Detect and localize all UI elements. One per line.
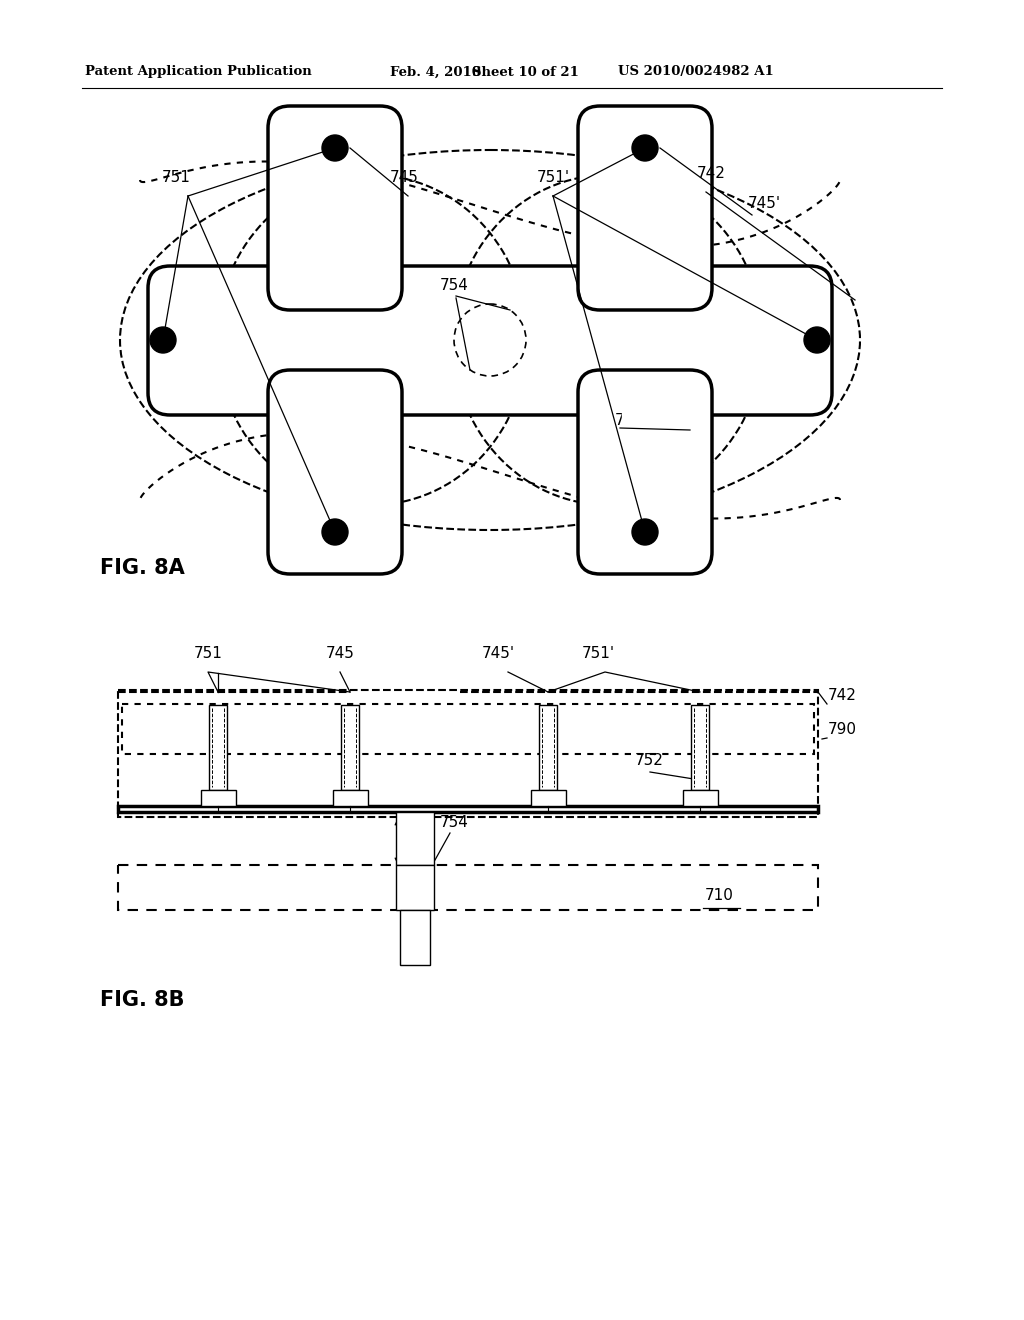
Circle shape bbox=[804, 327, 830, 352]
Bar bbox=[293, 286, 377, 290]
FancyBboxPatch shape bbox=[148, 267, 831, 414]
Circle shape bbox=[322, 519, 348, 545]
Text: 745: 745 bbox=[326, 645, 354, 661]
Text: 742: 742 bbox=[828, 688, 857, 704]
Bar bbox=[118, 690, 818, 817]
Text: Feb. 4, 2010: Feb. 4, 2010 bbox=[390, 66, 481, 78]
Text: 752: 752 bbox=[635, 752, 664, 768]
Bar bbox=[396, 865, 434, 909]
FancyBboxPatch shape bbox=[578, 370, 712, 574]
Bar bbox=[209, 705, 227, 789]
Text: 752: 752 bbox=[615, 413, 644, 428]
Bar bbox=[539, 705, 557, 789]
Bar bbox=[603, 389, 687, 393]
Circle shape bbox=[150, 327, 176, 352]
Text: 751: 751 bbox=[194, 645, 222, 661]
FancyBboxPatch shape bbox=[268, 370, 402, 574]
Text: 751': 751' bbox=[537, 170, 570, 185]
Circle shape bbox=[632, 519, 658, 545]
Text: Sheet 10 of 21: Sheet 10 of 21 bbox=[472, 66, 579, 78]
FancyBboxPatch shape bbox=[578, 106, 712, 310]
Text: 790: 790 bbox=[828, 722, 857, 737]
Text: 745: 745 bbox=[390, 170, 419, 185]
Bar bbox=[691, 705, 709, 789]
Text: 751: 751 bbox=[162, 170, 190, 185]
Bar bbox=[312, 150, 360, 267]
Bar bbox=[341, 705, 359, 789]
Bar bbox=[293, 389, 377, 393]
Circle shape bbox=[632, 135, 658, 161]
Bar bbox=[396, 812, 434, 865]
Text: Patent Application Publication: Patent Application Publication bbox=[85, 66, 311, 78]
Text: 710: 710 bbox=[705, 888, 734, 903]
Text: 754: 754 bbox=[440, 814, 469, 830]
Bar bbox=[312, 392, 360, 508]
Text: 745': 745' bbox=[481, 645, 515, 661]
Bar bbox=[333, 789, 368, 807]
Text: 754: 754 bbox=[440, 279, 469, 293]
Text: FIG. 8A: FIG. 8A bbox=[100, 558, 184, 578]
Bar bbox=[531, 789, 566, 807]
Text: 751': 751' bbox=[582, 645, 614, 661]
Text: FIG. 8B: FIG. 8B bbox=[100, 990, 184, 1010]
Bar bbox=[603, 286, 687, 290]
Text: 745': 745' bbox=[748, 195, 781, 211]
Text: US 2010/0024982 A1: US 2010/0024982 A1 bbox=[618, 66, 774, 78]
Bar bbox=[400, 909, 430, 965]
Bar bbox=[201, 789, 236, 807]
Bar bbox=[122, 704, 814, 754]
Text: 742: 742 bbox=[697, 166, 726, 181]
Bar bbox=[622, 150, 670, 267]
Bar bbox=[118, 807, 818, 812]
Circle shape bbox=[322, 135, 348, 161]
FancyBboxPatch shape bbox=[268, 106, 402, 310]
Bar bbox=[622, 392, 670, 508]
Bar bbox=[683, 789, 718, 807]
Bar bbox=[118, 865, 818, 909]
